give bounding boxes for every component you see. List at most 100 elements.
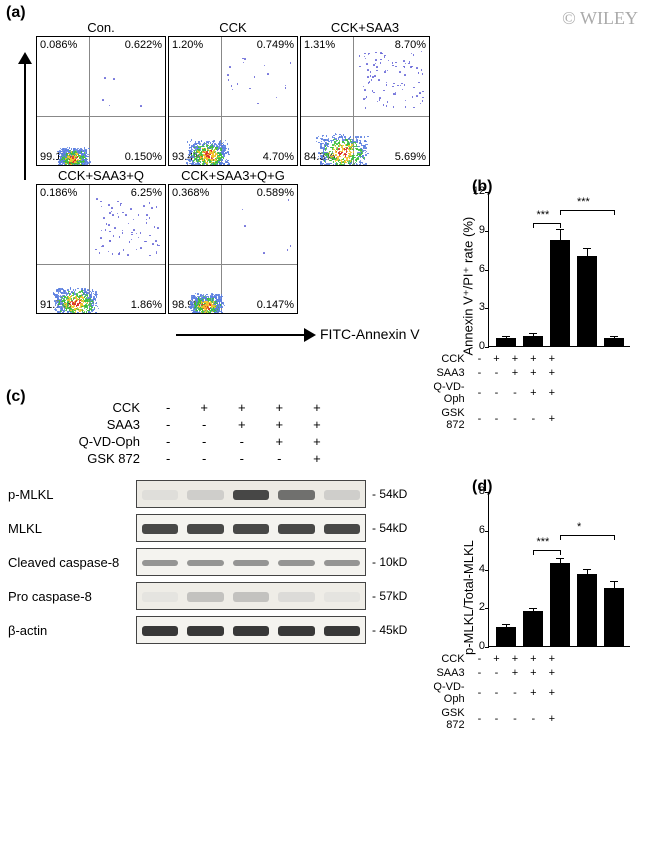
flow-plot-title: CCK+SAA3 [300,20,430,36]
watermark: © WILEY [562,8,638,29]
condition-row-label: Q-VD-Oph [422,681,471,705]
blot-header-cell: + [299,400,335,415]
blot-header-row-label: GSK 872 [30,451,150,466]
blot-header-cell: - [224,451,260,466]
bar [550,563,570,646]
bar-area: 02468**** [488,492,630,647]
condition-cell: + [525,667,541,679]
ytick-label: 12 [473,185,489,197]
blot-header-cell: - [186,434,222,449]
blot-header-row-label: Q-VD-Oph [30,434,150,449]
flow-quadrant-pct: 1.31% [304,39,335,51]
condition-cell: + [507,353,523,365]
western-blots: p-MLKL - 54kD MLKL - 54kD Cleaved caspase-8 -… [8,480,421,650]
blot-size-label: - 54kD [366,521,421,535]
condition-cell: + [525,653,541,665]
blot-size-label: - 10kD [366,555,421,569]
condition-cell: + [507,653,523,665]
blot-image [136,480,366,508]
flow-plot-title: CCK [168,20,298,36]
condition-row-label: SAA3 [422,367,471,379]
bar [496,627,516,646]
condition-cell: - [507,381,523,405]
blot-label: p-MLKL [8,487,136,502]
condition-cell: + [544,353,560,365]
condition-cell: - [507,407,523,431]
flow-y-arrow [24,60,26,180]
ytick-label: 3 [479,301,489,313]
condition-cell: - [473,381,487,405]
bar [523,611,543,646]
condition-cell: - [473,667,487,679]
blot-header-row-label: SAA3 [30,417,150,432]
bar-chart-b: 036912******Annexin V⁺/PI⁺ rate (%)CCK-+… [488,192,630,347]
blot-row: β-actin- 45kD [8,616,421,644]
ytick-label: 6 [479,263,489,275]
condition-cell: - [507,707,523,731]
blot-header-cell: - [152,434,184,449]
flow-grid: PI Con.0.086%0.622%99.1%0.150%CCK1.20%0.… [36,20,456,316]
flow-quadrant-pct: 0.589% [257,187,294,199]
condition-row-label: CCK [422,653,471,665]
condition-cell: - [488,381,504,405]
blot-image [136,616,366,644]
blot-header-cell: - [262,451,298,466]
condition-cell: - [473,707,487,731]
condition-row-label: GSK 872 [422,407,471,431]
condition-cell: + [525,681,541,705]
condition-cell: - [473,681,487,705]
blot-header-cell: - [186,417,222,432]
flow-quadrant-pct: 0.086% [40,39,77,51]
blot-header-cell: + [224,400,260,415]
blot-header-cell: + [262,417,298,432]
condition-cell: - [488,407,504,431]
flow-quadrant-pct: 0.186% [40,187,77,199]
condition-cell: - [488,667,504,679]
significance-label: *** [537,209,550,221]
condition-cell: - [473,407,487,431]
flow-x-arrow [176,334,306,336]
condition-table: CCK-++++SAA3--+++Q-VD-Oph---++GSK 872---… [420,351,562,433]
condition-cell: + [525,367,541,379]
y-axis-label: p-MLKL/Total-MLKL [461,500,476,655]
condition-cell: - [473,367,487,379]
blot-label: Cleaved caspase-8 [8,555,136,570]
blot-label: MLKL [8,521,136,536]
condition-cell: + [544,681,560,705]
condition-row-label: Q-VD-Oph [422,381,471,405]
flow-quadrant-pct: 0.147% [257,299,294,311]
flow-quadrant-pct: 0.622% [125,39,162,51]
flow-plot: CCK1.20%0.749%93.4%4.70% [168,20,298,166]
significance-label: *** [537,536,550,548]
condition-cell: - [525,707,541,731]
significance-label: *** [577,196,590,208]
condition-cell: + [507,667,523,679]
significance-label: * [577,521,581,533]
blot-header-cell: + [299,451,335,466]
ytick-label: 9 [479,224,489,236]
flow-quadrant-pct: 0.749% [257,39,294,51]
condition-cell: - [488,367,504,379]
flow-quadrant-pct: 4.70% [263,151,294,163]
blot-row: MLKL - 54kD [8,514,421,542]
blot-size-label: - 45kD [366,623,421,637]
bar [577,574,597,646]
blot-label: Pro caspase-8 [8,589,136,604]
flow-x-axis-label: FITC-Annexin V [320,326,420,342]
blot-condition-header: CCK-++++SAA3--+++Q-VD-Oph---++GSK 872---… [28,398,337,468]
condition-cell: + [544,367,560,379]
condition-cell: + [544,667,560,679]
flow-plot: Con.0.086%0.622%99.1%0.150% [36,20,166,166]
blot-image [136,514,366,542]
condition-cell: + [525,381,541,405]
blot-size-label: - 54kD [366,487,421,501]
condition-row-label: SAA3 [422,667,471,679]
flow-plot-title: Con. [36,20,166,36]
bar-chart-d: 02468****p-MLKL/Total-MLKLCCK-++++SAA3--… [488,492,630,647]
flow-quadrant-pct: 0.150% [125,151,162,163]
condition-cell: - [488,681,504,705]
blot-header-row-label: CCK [30,400,150,415]
panel-a-label: (a) [6,4,26,22]
blot-image [136,548,366,576]
blot-row: Pro caspase-8- 57kD [8,582,421,610]
